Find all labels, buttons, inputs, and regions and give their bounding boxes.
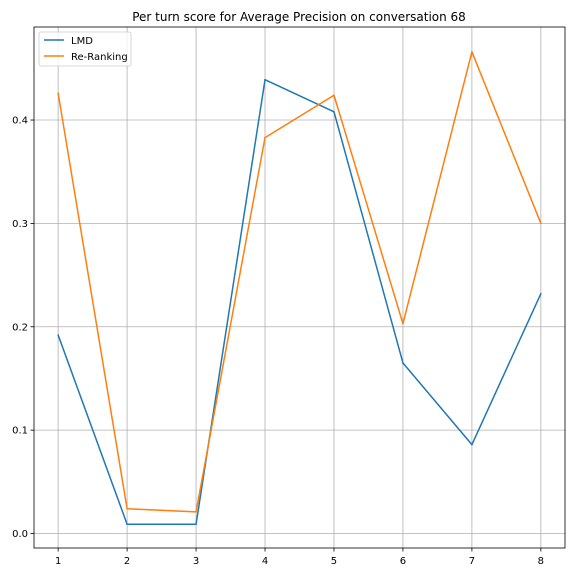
series-lines bbox=[57, 51, 542, 526]
data-point-re-ranking bbox=[333, 94, 335, 97]
x-tick-label: 5 bbox=[331, 556, 337, 567]
x-tick-label: 2 bbox=[124, 556, 130, 567]
chart-title: Per turn score for Average Precision on … bbox=[132, 10, 466, 24]
data-point-re-ranking bbox=[471, 51, 473, 53]
data-point-lmd bbox=[333, 110, 335, 113]
data-point-re-ranking bbox=[264, 136, 266, 139]
data-point-lmd bbox=[195, 523, 197, 526]
y-tick-label: 0.4 bbox=[12, 116, 28, 127]
y-tick-label: 0.1 bbox=[12, 426, 28, 437]
axes-frame bbox=[33, 26, 566, 549]
data-point-lmd bbox=[126, 523, 128, 526]
legend-label-lmd: LMD bbox=[71, 36, 93, 47]
plot-area bbox=[34, 27, 565, 548]
x-tick-label: 4 bbox=[262, 556, 268, 567]
x-tick-label: 7 bbox=[469, 556, 475, 567]
grid bbox=[34, 27, 565, 548]
data-point-lmd bbox=[264, 78, 266, 81]
data-point-re-ranking bbox=[195, 511, 197, 513]
series-line-re-ranking bbox=[57, 51, 542, 513]
data-point-lmd bbox=[402, 362, 404, 364]
x-tick-label: 8 bbox=[538, 556, 544, 567]
x-tick-label: 1 bbox=[55, 556, 61, 567]
data-point-re-ranking bbox=[540, 222, 542, 225]
axis-ticks: 1 2 3 4 5 6 7 8 0.0 0.1 0.2 0.3 0.4 bbox=[12, 116, 544, 567]
x-tick-label: 3 bbox=[193, 556, 199, 567]
y-tick-label: 0.3 bbox=[12, 219, 28, 230]
x-tick-label: 6 bbox=[400, 556, 406, 567]
legend-label-re-ranking: Re-Ranking bbox=[71, 52, 128, 63]
data-point-lmd bbox=[540, 292, 542, 295]
y-tick-label: 0.2 bbox=[12, 322, 28, 333]
y-tick-label: 0.0 bbox=[12, 529, 28, 540]
data-point-lmd bbox=[471, 443, 473, 446]
legend: LMD Re-Ranking bbox=[38, 31, 132, 67]
data-point-re-ranking bbox=[57, 92, 59, 94]
series-line-lmd bbox=[57, 78, 542, 525]
data-point-lmd bbox=[57, 334, 59, 336]
data-point-re-ranking bbox=[402, 322, 404, 325]
data-point-re-ranking bbox=[126, 507, 128, 510]
